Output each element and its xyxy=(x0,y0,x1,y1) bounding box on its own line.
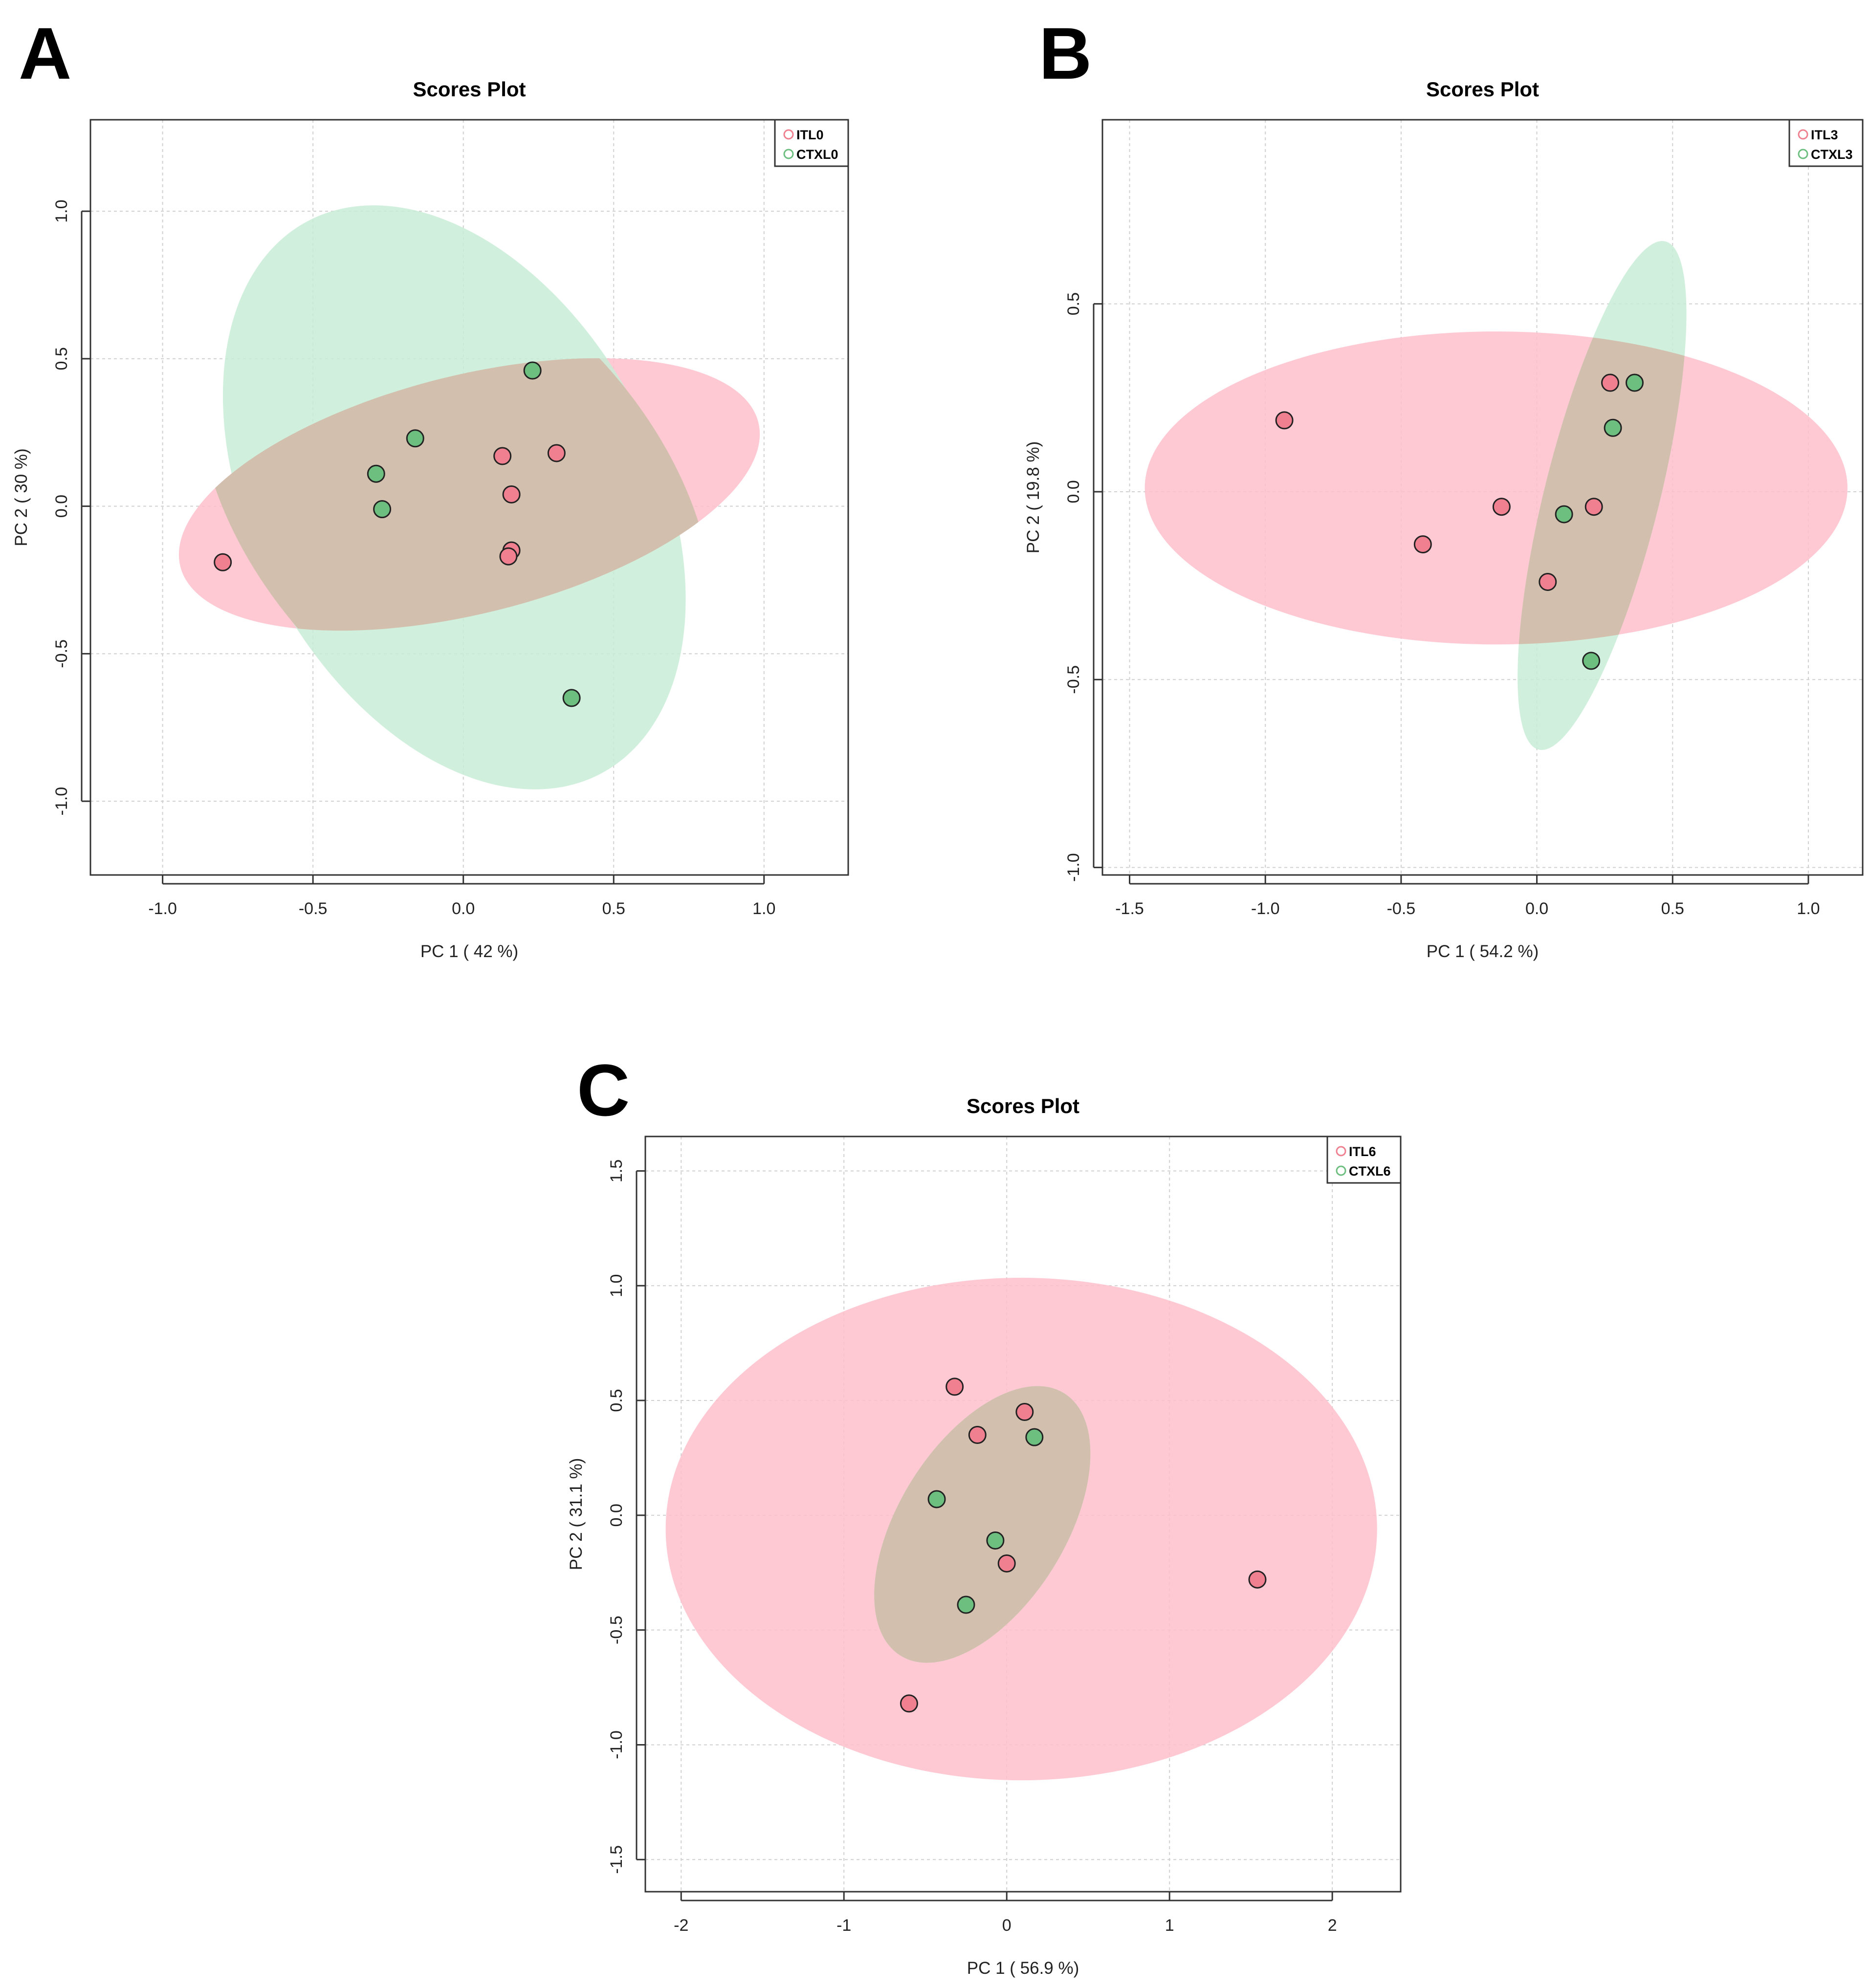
y-tick-label: -0.5 xyxy=(607,1616,626,1644)
data-point-ctxl6 xyxy=(957,1595,975,1614)
legend: ITL0 CTXL0 xyxy=(774,119,849,167)
legend-marker-ctxl6 xyxy=(1336,1165,1346,1176)
plot-frame xyxy=(1101,119,1864,876)
chart-title: Scores Plot xyxy=(413,78,526,101)
x-axis-label: PC 1 ( 54.2 %) xyxy=(1427,942,1539,961)
y-tick-label: 0.0 xyxy=(1064,480,1083,503)
y-tick-label: -1.0 xyxy=(52,787,71,816)
chart-title: Scores Plot xyxy=(967,1094,1079,1117)
y-tick-label: 0.0 xyxy=(607,1504,626,1527)
ellipse-overlap xyxy=(178,358,760,631)
panel-label-c: C xyxy=(577,1049,630,1131)
legend-label-ctxl3: CTXL3 xyxy=(1811,147,1853,162)
legend: ITL6 CTXL6 xyxy=(1326,1136,1402,1184)
y-axis-label: PC 2 ( 30 %) xyxy=(12,448,31,546)
data-point-ctxl6 xyxy=(1025,1428,1044,1446)
x-axis-label: PC 1 ( 56.9 %) xyxy=(967,1959,1079,1978)
legend-marker-itl6 xyxy=(1336,1146,1346,1157)
x-tick-label: 1 xyxy=(1165,1916,1174,1935)
y-tick-label: -1.5 xyxy=(607,1845,626,1874)
data-point-ctxl0 xyxy=(406,429,424,448)
y-tick-label: 1.0 xyxy=(607,1274,626,1297)
data-point-ctxl6 xyxy=(927,1490,946,1508)
y-tick-label: 0.5 xyxy=(52,347,71,370)
legend: ITL3 CTXL3 xyxy=(1788,119,1864,167)
data-point-ctxl3 xyxy=(1626,373,1644,392)
data-point-itl6 xyxy=(900,1694,918,1713)
x-tick-label: 1.0 xyxy=(1797,899,1820,918)
y-axis-label: PC 2 ( 31.1 %) xyxy=(567,1458,586,1571)
data-point-itl0 xyxy=(499,547,518,566)
legend-marker-itl0 xyxy=(783,129,794,140)
data-point-itl3 xyxy=(1601,373,1620,392)
legend-marker-ctxl3 xyxy=(1798,149,1808,159)
x-tick-label: -2 xyxy=(674,1916,688,1935)
y-tick-label: 1.0 xyxy=(52,199,71,222)
data-point-itl0 xyxy=(547,444,566,462)
legend-marker-itl3 xyxy=(1798,129,1808,140)
data-point-ctxl0 xyxy=(367,464,385,483)
panel-label-a: A xyxy=(19,12,72,94)
x-tick-label: 2 xyxy=(1328,1916,1337,1935)
data-point-itl0 xyxy=(502,485,521,503)
legend-label-itl0: ITL0 xyxy=(796,128,824,142)
panel-label-b: B xyxy=(1039,12,1092,94)
legend-label-itl6: ITL6 xyxy=(1349,1144,1376,1159)
plot-frame xyxy=(644,1136,1402,1893)
legend-box xyxy=(774,119,849,167)
data-point-ctxl3 xyxy=(1582,652,1601,670)
data-point-itl6 xyxy=(1248,1570,1267,1589)
chart-title: Scores Plot xyxy=(1426,78,1539,101)
legend-label-itl3: ITL3 xyxy=(1811,128,1838,142)
y-tick-label: -0.5 xyxy=(1064,665,1083,694)
y-tick-label: 0.5 xyxy=(1064,292,1083,315)
x-axis-label: PC 1 ( 42 %) xyxy=(420,942,518,961)
x-tick-label: -1.0 xyxy=(148,899,177,918)
x-tick-label: 0.0 xyxy=(452,899,475,918)
x-tick-label: -0.5 xyxy=(1387,899,1416,918)
data-point-ctxl0 xyxy=(373,500,392,519)
data-point-itl3 xyxy=(1492,498,1511,516)
legend-label-ctxl6: CTXL6 xyxy=(1349,1164,1391,1179)
plot-frame xyxy=(89,119,849,876)
y-tick-label: -1.0 xyxy=(1064,853,1083,882)
data-point-ctxl0 xyxy=(562,689,581,707)
data-point-ctxl6 xyxy=(986,1531,1005,1550)
x-tick-label: 0.0 xyxy=(1525,899,1548,918)
y-tick-label: 1.5 xyxy=(607,1159,626,1182)
data-point-ctxl3 xyxy=(1604,418,1622,437)
data-point-itl3 xyxy=(1275,411,1294,430)
data-point-itl6 xyxy=(997,1554,1016,1573)
x-tick-label: 0 xyxy=(1002,1916,1012,1935)
y-tick-label: -1.0 xyxy=(607,1730,626,1759)
legend-marker-ctxl0 xyxy=(783,149,794,159)
data-point-itl6 xyxy=(946,1377,964,1396)
x-tick-label: 0.5 xyxy=(1661,899,1684,918)
data-point-itl0 xyxy=(493,447,512,465)
scores-plot-b: -1.5 -1.0 -0.5 0.0 0.5 1.0 -1.0 -0.5 0.0 0.5 Score… xyxy=(1024,78,1864,961)
y-tick-label: 0.0 xyxy=(52,495,71,518)
data-point-itl6 xyxy=(968,1425,987,1444)
x-tick-label: -1.5 xyxy=(1115,899,1144,918)
data-point-itl6 xyxy=(1015,1403,1034,1421)
x-tick-label: 0.5 xyxy=(602,899,625,918)
x-tick-label: -1 xyxy=(836,1916,851,1935)
y-axis-label: PC 2 ( 19.8 %) xyxy=(1024,441,1043,554)
legend-label-ctxl0: CTXL0 xyxy=(796,147,838,162)
data-point-itl3 xyxy=(1413,535,1432,554)
scores-plot-a: -1.0 -0.5 0.0 0.5 1.0 -1.0 -0.5 0.0 0.5 1.0 Scores… xyxy=(12,78,849,961)
x-tick-label: -0.5 xyxy=(299,899,328,918)
data-point-itl3 xyxy=(1584,498,1603,516)
data-point-ctxl0 xyxy=(523,361,542,380)
y-tick-label: -0.5 xyxy=(52,639,71,668)
data-point-itl3 xyxy=(1539,572,1557,591)
data-point-itl0 xyxy=(214,553,232,571)
data-point-ctxl3 xyxy=(1555,505,1573,524)
x-tick-label: 1.0 xyxy=(752,899,775,918)
y-tick-label: 0.5 xyxy=(607,1389,626,1412)
x-tick-label: -1.0 xyxy=(1251,899,1280,918)
